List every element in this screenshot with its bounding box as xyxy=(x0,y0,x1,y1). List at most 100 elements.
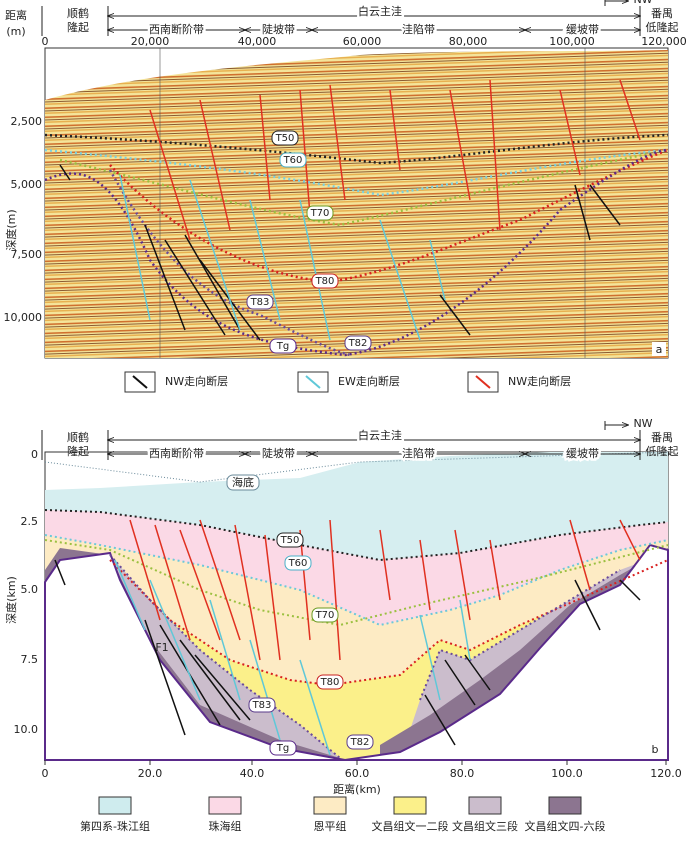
zone-label: 白云主洼 xyxy=(358,4,402,18)
horizon-tag xyxy=(306,205,334,221)
x-tick-label: 0 xyxy=(42,767,49,780)
zone-label: 洼陷带 xyxy=(402,446,435,460)
zone-label: 番禺 xyxy=(651,431,673,444)
y-tick-label: 7.5 xyxy=(21,653,39,666)
horizon-tag xyxy=(284,555,312,571)
zone-label: 西南断阶带 xyxy=(149,22,204,36)
x-tick-label: 20,000 xyxy=(131,35,170,48)
horizon-tag xyxy=(344,335,372,351)
axis-label: 距离 xyxy=(5,8,27,22)
basement xyxy=(44,543,669,762)
seabed-tag xyxy=(226,474,260,491)
panel-label: a xyxy=(656,343,663,356)
horizon-tag xyxy=(311,273,339,289)
zone-label: 洼陷带 xyxy=(402,22,435,36)
zone-label: 陡坡带 xyxy=(262,23,295,36)
legend-label: 第四系-珠江组 xyxy=(80,819,150,833)
panel-a xyxy=(44,47,669,359)
horizon-label: T60 xyxy=(283,155,303,166)
legend-label: 恩平组 xyxy=(314,819,347,833)
x-tick-label: 20.0 xyxy=(138,767,163,780)
axis-label: 深度(m) xyxy=(4,209,18,250)
y-tick-label: 5.0 xyxy=(21,583,39,596)
y-tick-label: 10.0 xyxy=(14,723,39,736)
zone-label: 隆起 xyxy=(67,20,89,34)
legend-swatch xyxy=(468,796,502,815)
x-tick-label: 80,000 xyxy=(449,35,488,48)
y-tick-label: 0 xyxy=(31,448,38,461)
seabed-label: 海底 xyxy=(232,475,254,489)
horizon-tag xyxy=(346,734,374,750)
zone-label: 陡坡带 xyxy=(262,447,295,460)
legend-label: 文昌组文三段 xyxy=(452,819,518,833)
horizon-tag xyxy=(271,130,299,146)
zone-label: 顺鹤 xyxy=(67,430,89,444)
faults xyxy=(59,79,641,341)
legend-line xyxy=(305,375,321,389)
direction-label: NW xyxy=(633,417,652,430)
y-tick-label: 2,500 xyxy=(11,115,43,128)
direction-label: NW xyxy=(633,0,652,6)
horizon-tag xyxy=(279,152,307,168)
legend-label: 珠海组 xyxy=(209,819,242,833)
zone-label: 西南断阶带 xyxy=(149,446,204,460)
horizon-tag xyxy=(311,607,339,623)
x-tick-label: 40.0 xyxy=(240,767,265,780)
horizon-label: T80 xyxy=(315,276,335,287)
legend-label: NW走向断层 xyxy=(165,374,228,388)
y-tick-label: 10,000 xyxy=(4,311,43,324)
horizon-label: Tg xyxy=(276,341,289,352)
horizon-label: T82 xyxy=(350,737,370,748)
axis-label: (m) xyxy=(6,25,25,38)
horizon-label: T60 xyxy=(288,558,308,569)
legend-label: EW走向断层 xyxy=(338,374,400,388)
horizon-tag xyxy=(269,338,297,354)
x-tick-label: 100,000 xyxy=(549,35,595,48)
zone-label: 隆起 xyxy=(67,444,89,458)
horizon-tag xyxy=(276,532,304,548)
zone-label: 番禺 xyxy=(651,7,673,20)
x-tick-label: 100.0 xyxy=(551,767,583,780)
faults xyxy=(54,519,641,756)
horizon-tag xyxy=(316,674,344,690)
legend-line xyxy=(132,375,148,389)
panel-b xyxy=(44,451,669,762)
x-tick-label: 120.0 xyxy=(650,767,682,780)
fault-label: F1 xyxy=(155,641,168,654)
horizon-tag xyxy=(269,740,297,756)
x-tick-label: 40,000 xyxy=(238,35,277,48)
zone-label: 低隆起 xyxy=(646,444,679,458)
horizon-label: T70 xyxy=(310,208,330,219)
x-tick-label: 0 xyxy=(42,35,49,48)
legend-label: 文昌组文一二段 xyxy=(372,819,449,833)
zone-label: 缓坡带 xyxy=(566,23,599,36)
zone-label: 顺鹤 xyxy=(67,6,89,20)
legend-swatch xyxy=(548,796,582,815)
horizon-tag xyxy=(248,697,276,713)
legend-swatch xyxy=(98,796,132,815)
legend-swatch xyxy=(393,796,427,815)
horizons xyxy=(44,133,669,357)
legend-swatch xyxy=(208,796,242,815)
x-tick-label: 80.0 xyxy=(450,767,475,780)
horizon-label: T50 xyxy=(275,133,295,144)
panel-label: b xyxy=(652,743,659,756)
horizon-label: T80 xyxy=(320,677,340,688)
horizon-label: T83 xyxy=(252,700,272,711)
horizon-label: T83 xyxy=(250,297,270,308)
zone-label: 白云主洼 xyxy=(358,428,402,442)
zone-label: 缓坡带 xyxy=(566,447,599,460)
legend-line xyxy=(475,375,491,389)
x-tick-label: 120,000 xyxy=(641,35,687,48)
horizon-label: Tg xyxy=(276,743,289,754)
horizon-label: T82 xyxy=(348,338,368,349)
legend-label: 文昌组文四-六段 xyxy=(525,819,606,833)
x-tick-label: 60.0 xyxy=(345,767,370,780)
legend-swatch xyxy=(313,796,347,815)
axis-label: 深度(km) xyxy=(4,576,18,624)
horizon-tag xyxy=(246,294,274,310)
y-tick-label: 5,000 xyxy=(11,178,43,191)
label-box xyxy=(652,342,666,356)
axis-label: 距离(km) xyxy=(333,782,381,796)
